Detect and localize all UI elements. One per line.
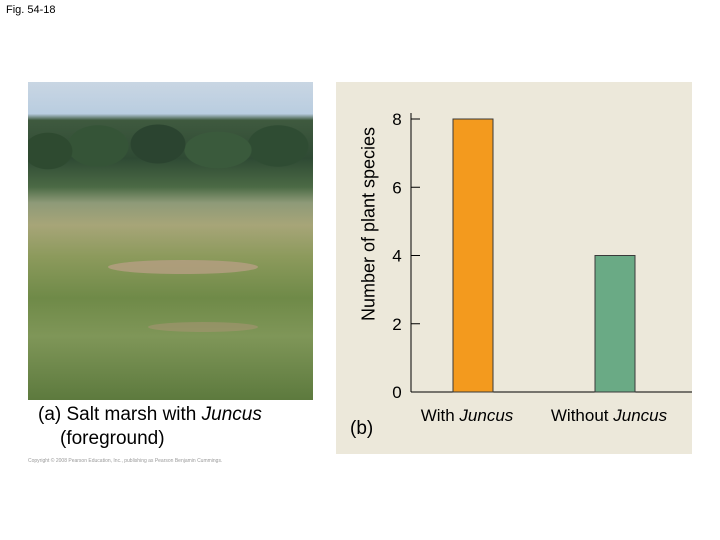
treeline <box>28 116 313 186</box>
y-tick-label: 0 <box>392 383 401 402</box>
photo-caption-italic: Juncus <box>201 404 262 425</box>
salt-marsh-photo <box>28 82 313 400</box>
x-category-label: Without Juncus <box>551 406 668 425</box>
y-tick-label: 8 <box>392 110 401 129</box>
y-tick-label: 4 <box>392 247 401 266</box>
figure-label: Fig. 54-18 <box>6 4 56 16</box>
photo-caption: (a) Salt marsh with Juncus (foreground) <box>38 403 262 451</box>
y-tick-label: 2 <box>392 315 401 334</box>
photo-caption-text: (a) Salt marsh with <box>38 404 202 425</box>
chart-caption: (b) <box>350 418 374 439</box>
photo-caption-line2: (foreground) <box>60 428 165 449</box>
y-tick-label: 6 <box>392 178 401 197</box>
bar <box>452 118 494 393</box>
copyright-notice: Copyright © 2008 Pearson Education, Inc.… <box>28 458 223 464</box>
x-category-label: With Juncus <box>421 406 514 425</box>
mud-patch <box>148 322 258 332</box>
mud-patch <box>108 260 258 274</box>
bar <box>594 255 636 393</box>
